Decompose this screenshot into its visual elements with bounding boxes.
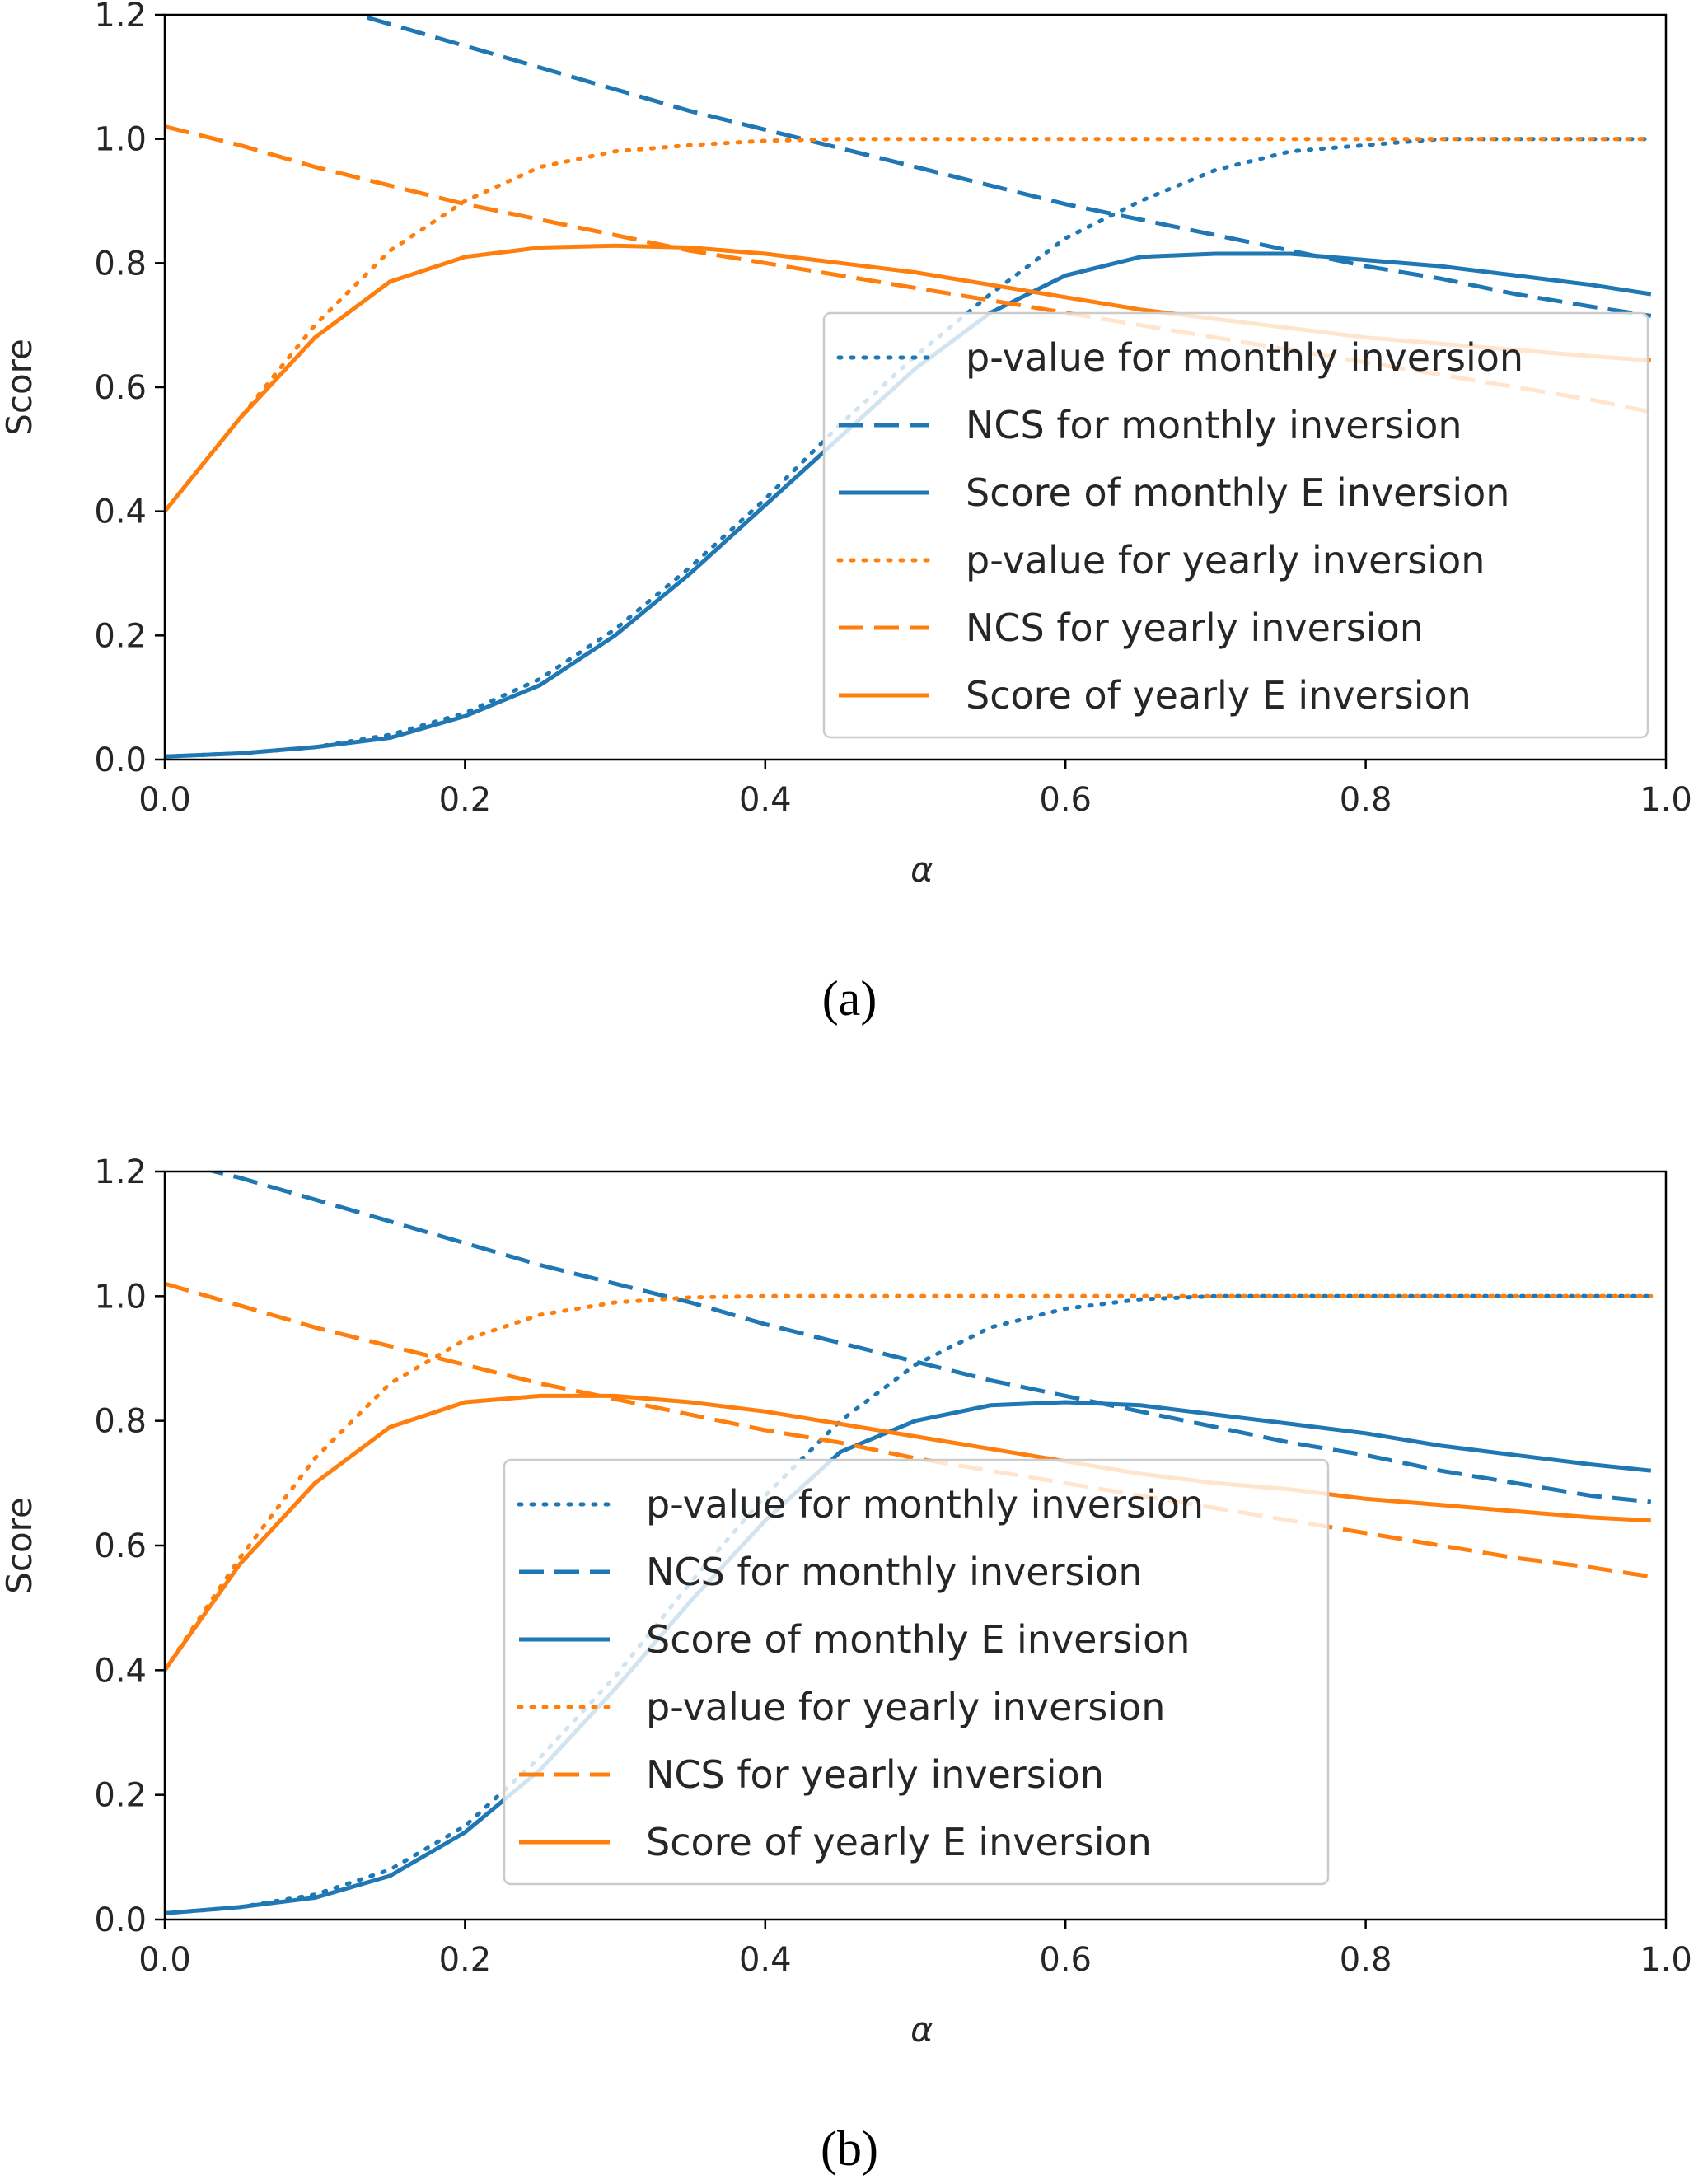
legend-label-6: Score of yearly E inversion [646,1820,1152,1864]
x-tick-label: 0.4 [739,781,792,819]
x-tick-label: 0.8 [1340,781,1392,819]
series-line-4 [165,1293,1654,1672]
chart-panel-a: 0.0 0.2 0.4 0.6 0.8 1.0 0.0 0.2 0.4 0.6 0.8 1.0 1.2 α… [0,0,1692,1026]
legend-label-4: p-value for yearly inversion [966,538,1485,582]
y-axis-label: Score [0,1497,40,1594]
chart-panel-b: 0.0 0.2 0.4 0.6 0.8 1.0 0.0 0.2 0.4 0.6 0.8 1.0 1.2 α… [0,1153,1692,2176]
x-tick-label: 0.2 [439,1941,492,1979]
series-line-4 [165,137,1654,514]
x-tick-label: 0.0 [138,1941,191,1979]
y-tick-label: 1.2 [94,1153,147,1191]
legend-box [503,1458,1330,1886]
legend-label-2: NCS for monthly inversion [646,1550,1143,1594]
series-line-5 [165,1281,1652,1579]
y-tick-label: 1.0 [94,1278,147,1316]
legend-label-3: Score of monthly E inversion [966,470,1509,515]
legend: p-value for monthly inversion NCS for mon… [822,311,1649,739]
legend-label-2: NCS for monthly inversion [966,403,1462,447]
legend-label-6: Score of yearly E inversion [966,673,1471,718]
series-line-1 [165,1293,1654,1915]
panel-caption: (a) [822,971,877,1026]
legend-label-3: Score of monthly E inversion [646,1617,1190,1662]
x-axis-label: α [910,2009,933,2050]
y-tick-label: 0.4 [94,1652,147,1690]
legend-label-1: p-value for monthly inversion [646,1482,1204,1527]
x-tick-label: 0.0 [138,781,191,819]
y-tick-label: 1.0 [94,121,147,159]
y-tick-label: 0.6 [94,369,147,407]
legend: p-value for monthly inversion NCS for mon… [503,1458,1330,1886]
y-tick-label: 0.6 [94,1527,147,1565]
legend-label-5: NCS for yearly inversion [966,606,1424,650]
x-tick-label: 1.0 [1640,1941,1692,1979]
series-lines [165,1172,1654,1915]
y-tick-label: 0.4 [94,493,147,531]
legend-label-5: NCS for yearly inversion [646,1752,1104,1797]
x-tick-label: 0.4 [739,1941,792,1979]
y-tick-label: 0.0 [94,741,147,779]
legend-label-4: p-value for yearly inversion [646,1685,1165,1729]
series-line-2 [350,15,1652,318]
y-tick-label: 0.2 [94,617,147,655]
y-tick-label: 0.2 [94,1777,147,1815]
series-line-2 [206,1172,1652,1504]
legend-box [822,311,1649,739]
x-tick-label: 0.2 [439,781,492,819]
y-tick-label: 0.8 [94,245,147,283]
x-tick-label: 1.0 [1640,781,1692,819]
x-tick-label: 0.6 [1039,781,1092,819]
y-tick-label: 1.2 [94,0,147,35]
y-tick-label: 0.0 [94,1901,147,1939]
x-axis-label: α [910,849,933,890]
x-tick-label: 0.8 [1340,1941,1392,1979]
y-tick-label: 0.8 [94,1403,147,1441]
legend-label-1: p-value for monthly inversion [966,335,1523,380]
panel-caption: (b) [821,2121,878,2176]
x-tick-label: 0.6 [1039,1941,1092,1979]
series-line-6 [165,1393,1651,1672]
series-line-3 [165,1400,1652,1915]
y-axis-label: Score [0,339,40,436]
